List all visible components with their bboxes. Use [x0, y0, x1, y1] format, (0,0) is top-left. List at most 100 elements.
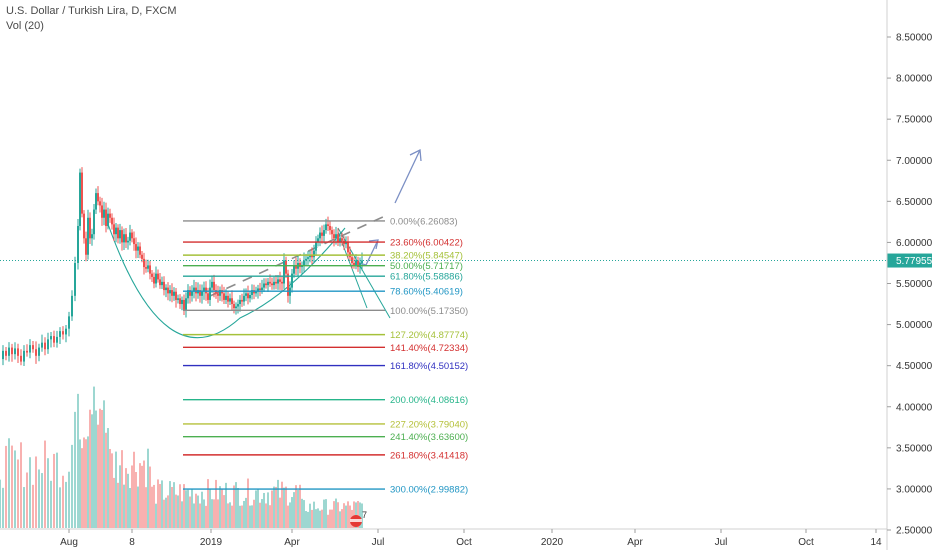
candle-body: [95, 193, 97, 210]
volume-bar: [231, 505, 233, 528]
volume-bar: [8, 438, 10, 528]
volume-bar: [219, 486, 221, 528]
candle-body: [257, 288, 259, 292]
candle-body: [225, 295, 227, 300]
candle-body: [335, 234, 337, 239]
candle-body: [65, 328, 67, 335]
volume-bar: [14, 450, 16, 528]
volume-bar: [207, 479, 209, 528]
projection-arrow-path: [355, 239, 379, 266]
volume-bar: [209, 488, 211, 528]
volume-bar: [275, 486, 277, 528]
volume-bar: [59, 487, 61, 528]
fib-level-label: 300.00%(2.99882): [390, 485, 468, 496]
volume-bar: [225, 482, 227, 528]
volume-bar: [141, 465, 143, 528]
volume-bar: [111, 453, 113, 528]
volume-bar: [169, 481, 171, 528]
volume-bar: [68, 471, 70, 528]
event-badge[interactable]: 7: [350, 510, 367, 527]
volume-bar: [277, 479, 279, 528]
volume-bar: [361, 503, 363, 528]
volume-bar: [341, 509, 343, 528]
volume-indicator-label[interactable]: Vol (20): [6, 20, 44, 32]
candle-body: [59, 331, 61, 337]
candle-body: [361, 260, 363, 263]
volume-bar: [215, 479, 217, 528]
volume-bar: [109, 448, 111, 528]
volume-bar: [195, 493, 197, 528]
volume-bar: [315, 509, 317, 528]
candle-body: [11, 347, 13, 355]
y-tick-label: 6.00000: [896, 238, 932, 249]
volume-bar: [35, 456, 37, 528]
candle-body: [313, 250, 315, 258]
volume-bar: [29, 457, 31, 528]
volume-bar: [26, 472, 28, 528]
volume-bar: [32, 484, 34, 528]
volume-bar: [267, 492, 269, 528]
candle-body: [113, 224, 115, 235]
y-tick-label: 5.00000: [896, 320, 932, 331]
symbol-title[interactable]: U.S. Dollar / Turkish Lira, D, FXCM: [6, 5, 177, 17]
candle-body: [29, 345, 31, 353]
drawings: [107, 148, 422, 339]
candle-body: [267, 281, 269, 286]
arrow-head-large-icon: [409, 148, 422, 162]
volume-bar: [107, 428, 109, 528]
volume-bar: [77, 393, 79, 528]
candle-body: [255, 291, 257, 294]
candle-body: [219, 290, 221, 296]
volume-bar: [251, 505, 253, 528]
candle-body: [199, 290, 201, 296]
x-tick-label: Apr: [284, 537, 300, 548]
volume-bar: [337, 502, 339, 528]
candle-body: [333, 234, 335, 239]
candle-body: [173, 291, 175, 296]
volume-bar: [211, 499, 213, 528]
volume-bar: [79, 439, 81, 528]
volume-bar: [271, 490, 273, 528]
candle-body: [243, 295, 245, 302]
volume-bar: [135, 472, 137, 528]
candle-body: [62, 331, 64, 335]
volume-bar: [163, 499, 165, 528]
candle-body: [291, 273, 293, 288]
y-tick-label: 8.00000: [896, 74, 932, 85]
candle-body: [41, 342, 43, 348]
price-tag: [887, 253, 932, 268]
volume-bar: [305, 511, 307, 528]
candle-body: [281, 281, 283, 284]
candle-body: [81, 172, 83, 214]
target-arrow-line: [394, 149, 421, 204]
volume-bar: [317, 508, 319, 528]
volume-bar: [299, 484, 301, 528]
candle-body: [23, 350, 25, 362]
volume-bar: [151, 486, 153, 528]
volume-bar: [297, 489, 299, 528]
candle-body: [317, 238, 319, 243]
volume-bar: [157, 479, 159, 528]
volume-bar: [53, 453, 55, 528]
volume-bar: [171, 487, 173, 528]
candle-body: [53, 336, 55, 343]
candle-body: [87, 217, 89, 255]
x-tick-label: 2019: [200, 537, 223, 548]
candle-body: [179, 298, 181, 305]
candle-body: [323, 230, 325, 236]
volume-bar: [243, 500, 245, 528]
candle-body: [107, 213, 109, 226]
candle-body: [38, 347, 40, 356]
volume-bar: [105, 432, 107, 528]
candle-body: [211, 281, 213, 288]
volume-bar: [329, 509, 331, 528]
volume-bar: [41, 473, 43, 528]
fibonacci-extension[interactable]: 0.00%(6.26083) 23.60%(6.00422) 38.20%(5.84…: [183, 216, 468, 496]
candle-body: [235, 306, 237, 309]
x-tick-label: Jul: [715, 537, 728, 548]
candle-body: [265, 283, 267, 286]
volume-bar: [229, 502, 231, 528]
volume-bar: [357, 501, 359, 528]
volume-bar: [289, 502, 291, 528]
